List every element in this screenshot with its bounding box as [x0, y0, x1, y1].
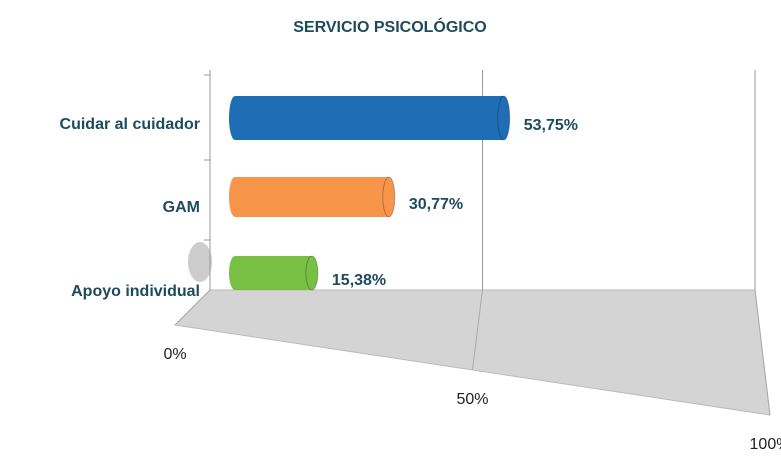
data-label: 15,38%: [332, 272, 386, 289]
x-tick-label: 0%: [163, 346, 186, 363]
x-tick-label: 50%: [456, 391, 488, 408]
bar: [235, 256, 312, 290]
grid-line: [754, 289, 771, 416]
chart-title: SERVICIO PSICOLÓGICO: [293, 17, 487, 36]
grid-line: [472, 289, 483, 371]
y-tick-label: GAM: [163, 199, 200, 216]
data-label: 30,77%: [409, 196, 463, 213]
y-tick-label: Cuidar al cuidador: [60, 116, 200, 133]
data-label: 53,75%: [524, 117, 578, 134]
bar-start: [229, 256, 241, 290]
grid-line: [174, 289, 211, 326]
bar-end: [305, 255, 319, 291]
bar-end: [382, 176, 396, 218]
bar-start: [229, 177, 241, 217]
y-tick-label: Apoyo individual: [71, 283, 200, 300]
axis-decoration: [188, 242, 212, 282]
x-tick-label: 100%: [750, 436, 781, 453]
bar: [235, 96, 504, 140]
bar-end: [497, 95, 511, 141]
bar-start: [229, 96, 241, 140]
bar: [235, 177, 389, 217]
